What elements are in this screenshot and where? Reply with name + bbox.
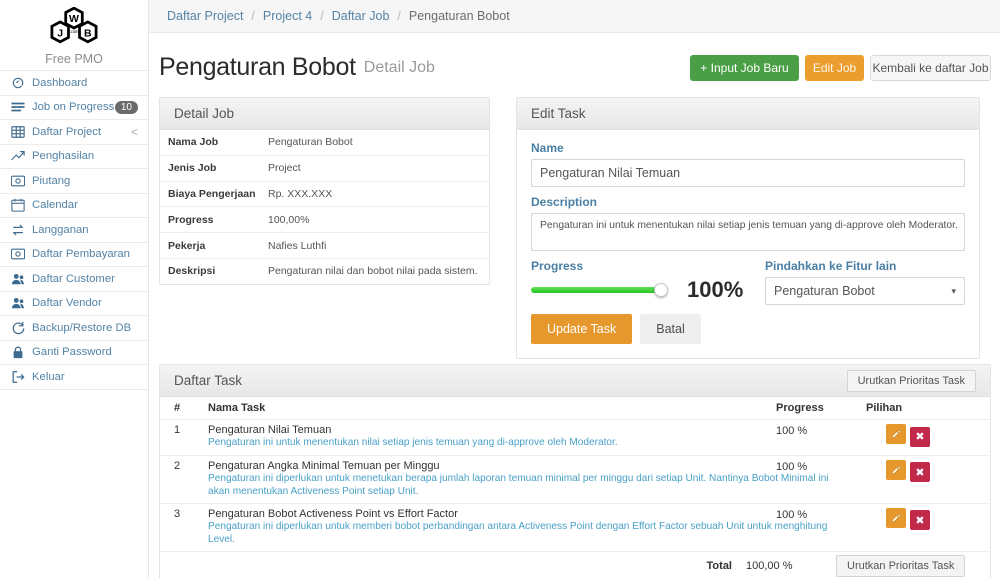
- svg-text:.com: .com: [70, 29, 80, 34]
- svg-text:B: B: [84, 27, 92, 39]
- svg-text:J: J: [57, 27, 63, 39]
- svg-text:W: W: [69, 13, 79, 25]
